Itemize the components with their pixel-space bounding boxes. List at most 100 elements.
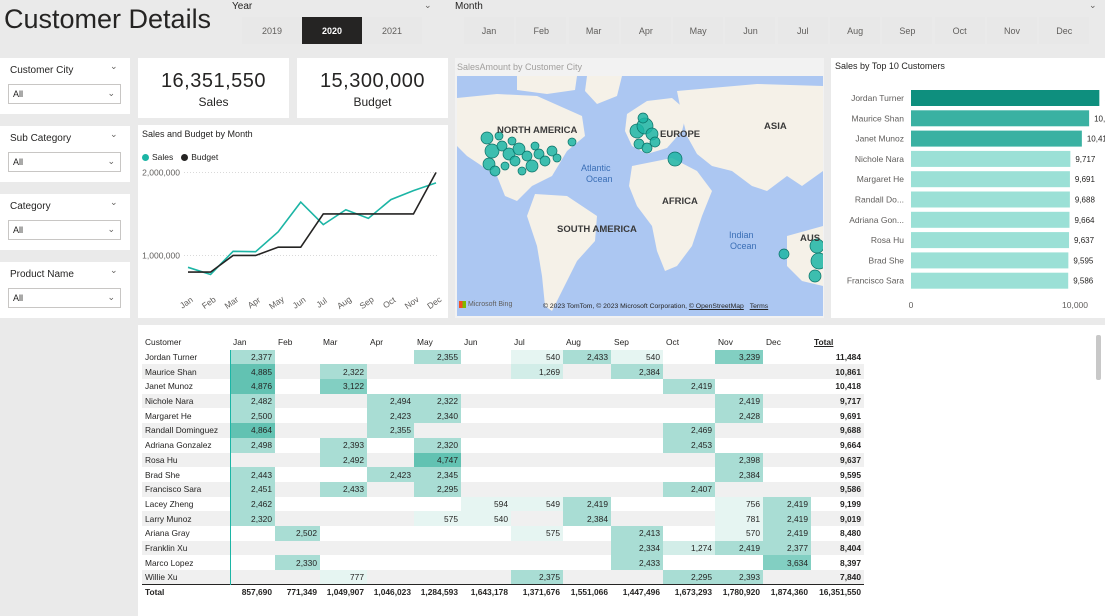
table-row[interactable]: Nichole Nara 2,482 2,494 2,322 2,419 9,717 bbox=[142, 393, 864, 409]
matrix-header[interactable]: Dec bbox=[766, 337, 781, 348]
europe-bubbles[interactable] bbox=[629, 112, 683, 167]
matrix-header[interactable]: Aug bbox=[566, 337, 581, 348]
month-tile-apr[interactable]: Apr bbox=[620, 17, 671, 44]
matrix-value-cell: 2,451 bbox=[230, 481, 275, 497]
matrix-value-cell bbox=[663, 467, 715, 482]
bar[interactable] bbox=[911, 150, 1071, 167]
matrix-scrollbar[interactable] bbox=[1096, 335, 1101, 380]
matrix-header[interactable]: Jun bbox=[464, 337, 478, 348]
month-tile-may[interactable]: May bbox=[673, 17, 724, 44]
bar[interactable] bbox=[911, 90, 1100, 106]
month-tile-mar[interactable]: Mar bbox=[568, 17, 619, 44]
table-row[interactable]: Maurice Shan 4,885 2,322 1,269 2,384 10,861 bbox=[142, 364, 864, 380]
bar[interactable] bbox=[911, 272, 1069, 289]
matrix-header[interactable]: May bbox=[417, 337, 433, 348]
matrix-header[interactable]: Sep bbox=[614, 337, 629, 348]
sales-map[interactable]: SalesAmount by Customer City bbox=[455, 58, 824, 318]
matrix-value-cell: 9,717 bbox=[811, 393, 864, 409]
year-tile-2020[interactable]: 2020 bbox=[302, 17, 362, 44]
bar[interactable] bbox=[911, 232, 1070, 249]
table-row[interactable]: Francisco Sara 2,451 2,433 2,295 2,407 9,586 bbox=[142, 481, 864, 497]
matrix-header[interactable]: Nov bbox=[718, 337, 733, 348]
matrix-value-cell: 2,393 bbox=[715, 570, 763, 585]
matrix-value-cell: 3,239 bbox=[715, 349, 763, 365]
year-tile-2021[interactable]: 2021 bbox=[362, 17, 422, 44]
month-tile-jan[interactable]: Jan bbox=[464, 17, 514, 44]
osm-link[interactable]: © OpenStreetMap bbox=[688, 303, 744, 310]
matrix-value-cell bbox=[275, 393, 320, 409]
bar[interactable] bbox=[911, 130, 1082, 147]
matrix-header[interactable]: Total bbox=[814, 337, 834, 348]
bar-category-label: Janet Munoz bbox=[855, 134, 904, 144]
table-row[interactable]: Margaret He 2,500 2,423 2,340 2,428 9,691 bbox=[142, 408, 864, 424]
line-chart-title: Sales and Budget by Month bbox=[142, 129, 253, 139]
table-row[interactable]: Lacey Zheng 2,462 594 549 2,419 756 2,419 9,199 bbox=[142, 496, 864, 512]
bar[interactable] bbox=[911, 110, 1090, 127]
matrix-value-cell bbox=[611, 408, 663, 423]
series-line-sales[interactable] bbox=[187, 182, 437, 276]
table-row[interactable]: Brad She 2,443 2,423 2,345 2,384 9,595 bbox=[142, 467, 864, 482]
table-row[interactable]: Rosa Hu 2,492 4,747 2,398 9,637 bbox=[142, 452, 864, 468]
matrix-value-cell bbox=[763, 481, 811, 497]
chevron-down-icon[interactable]: ⌄ bbox=[1089, 0, 1097, 10]
bar[interactable] bbox=[911, 211, 1070, 228]
filter-dropdown[interactable]: All ⌄ bbox=[8, 288, 121, 308]
bar[interactable] bbox=[911, 171, 1070, 188]
table-row[interactable]: Janet Munoz 4,876 3,122 2,419 10,418 bbox=[142, 379, 864, 394]
filter-dropdown[interactable]: All ⌄ bbox=[8, 152, 121, 172]
matrix-value-cell bbox=[763, 379, 811, 394]
month-tile-dec[interactable]: Dec bbox=[1039, 17, 1090, 44]
chevron-down-icon[interactable]: ⌄ bbox=[424, 0, 432, 10]
north-america-bubbles[interactable] bbox=[480, 131, 577, 177]
matrix-value-cell bbox=[320, 526, 367, 541]
matrix-header[interactable]: Jul bbox=[514, 337, 525, 348]
matrix-header[interactable]: Customer bbox=[145, 337, 182, 348]
table-row[interactable]: Franklin Xu 2,334 1,274 2,419 2,377 8,404 bbox=[142, 540, 864, 556]
month-tile-feb[interactable]: Feb bbox=[516, 17, 567, 44]
map-label-atlantic-ocean: Ocean bbox=[586, 174, 613, 184]
bar-value-label: 9,717 bbox=[1075, 155, 1096, 164]
month-slicer-label: Month bbox=[455, 1, 483, 12]
bar[interactable] bbox=[911, 252, 1069, 269]
month-tile-oct[interactable]: Oct bbox=[934, 17, 985, 44]
month-tile-sep[interactable]: Sep bbox=[882, 17, 933, 44]
filter-dropdown[interactable]: All ⌄ bbox=[8, 84, 121, 104]
month-tile-jun[interactable]: Jun bbox=[725, 17, 776, 44]
table-row[interactable]: Randall Dominguez 4,864 2,355 2,469 9,688 bbox=[142, 423, 864, 438]
terms-link[interactable]: Terms bbox=[749, 303, 769, 310]
matrix-value-cell: 2,469 bbox=[663, 423, 715, 438]
chevron-down-icon[interactable]: ⌄ bbox=[110, 197, 118, 207]
table-row[interactable]: Larry Munoz 2,320 575 540 2,384 781 2,419 9,019 bbox=[142, 511, 864, 526]
matrix-header[interactable]: Apr bbox=[370, 337, 384, 348]
bar-category-label: Francisco Sara bbox=[847, 276, 904, 286]
month-tile-aug[interactable]: Aug bbox=[830, 17, 881, 44]
matrix-value-cell: 2,482 bbox=[230, 393, 275, 409]
table-row[interactable]: Adriana Gonzalez 2,498 2,393 2,320 2,453 9,66… bbox=[142, 437, 864, 453]
chevron-down-icon[interactable]: ⌄ bbox=[110, 265, 118, 275]
table-row[interactable]: Jordan Turner 2,377 2,355 540 2,433 540 3,239 1… bbox=[142, 349, 864, 365]
chevron-down-icon[interactable]: ⌄ bbox=[110, 61, 118, 71]
month-tile-jul[interactable]: Jul bbox=[777, 17, 828, 44]
matrix-header[interactable]: Oct bbox=[666, 337, 680, 348]
chevron-down-icon[interactable]: ⌄ bbox=[110, 129, 118, 139]
matrix-header[interactable]: Jan bbox=[233, 337, 247, 348]
bar[interactable] bbox=[911, 191, 1070, 208]
matrix-value-cell: 2,423 bbox=[367, 467, 414, 482]
map-label-north-america: NORTH AMERICA bbox=[497, 125, 578, 136]
year-tile-2019[interactable]: 2019 bbox=[242, 17, 302, 44]
matrix-value-cell: 3,122 bbox=[320, 379, 367, 394]
australia-bubbles[interactable] bbox=[778, 238, 823, 283]
matrix-value-cell bbox=[367, 497, 414, 512]
matrix-value-cell: 9,019 bbox=[811, 511, 864, 526]
table-row[interactable]: Willie Xu 777 2,375 2,295 2,393 7,840 bbox=[142, 570, 864, 585]
matrix-value-cell: 4,876 bbox=[230, 379, 275, 394]
matrix-header[interactable]: Mar bbox=[323, 337, 338, 348]
series-line-budget[interactable] bbox=[188, 172, 437, 273]
sales-kpi-value: 16,351,550 bbox=[160, 70, 267, 92]
filter-dropdown[interactable]: All ⌄ bbox=[8, 220, 121, 240]
table-row[interactable]: Marco Lopez 2,330 2,433 3,634 8,397 bbox=[142, 555, 864, 570]
month-tile-nov[interactable]: Nov bbox=[986, 17, 1037, 44]
matrix-header[interactable]: Feb bbox=[278, 337, 293, 348]
matrix-value-cell bbox=[230, 452, 275, 468]
table-row[interactable]: Ariana Gray 2,502 575 2,413 570 2,419 8,480 bbox=[142, 525, 864, 541]
